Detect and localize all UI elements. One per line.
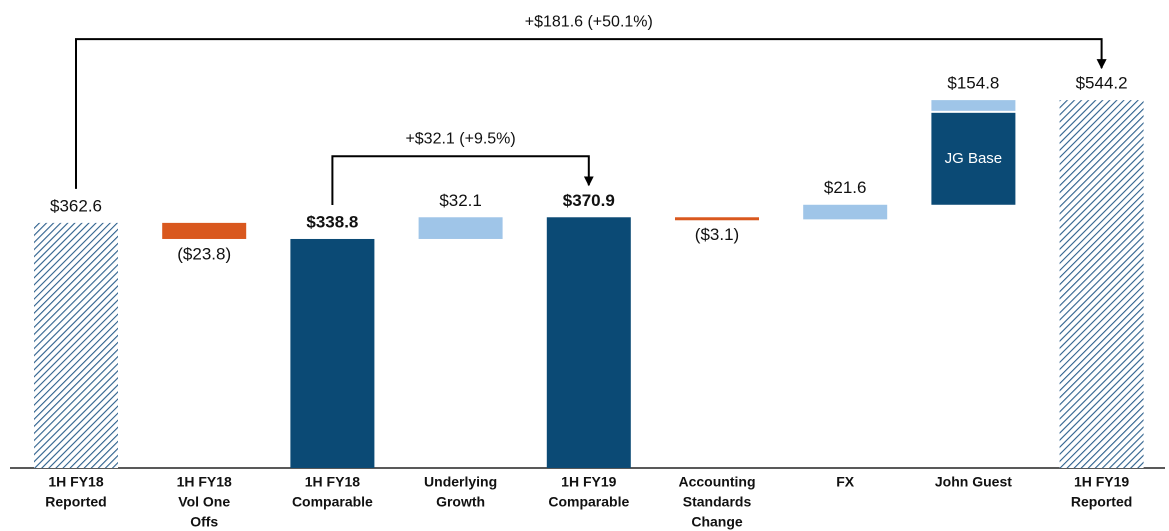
- x-tick-label: Reported: [1071, 494, 1132, 510]
- bar: [418, 217, 503, 239]
- bar: [1059, 100, 1144, 469]
- value-label: $370.9: [563, 191, 615, 210]
- x-tick-label: Standards: [683, 494, 752, 510]
- bracket-arrow: [75, 38, 1107, 189]
- value-label: $21.6: [824, 178, 867, 197]
- bracket-arrow: [331, 155, 594, 205]
- value-label: $362.6: [50, 196, 102, 215]
- x-tick-label: Offs: [190, 514, 218, 530]
- x-tick-label: 1H FY18: [48, 474, 103, 490]
- bar: [290, 238, 375, 468]
- x-tick-label: John Guest: [935, 474, 1012, 490]
- bar-segment: [931, 112, 1016, 205]
- x-tick-label: 1H FY19: [561, 474, 616, 490]
- value-label: $544.2: [1076, 74, 1128, 93]
- bar-segment: [931, 100, 1016, 111]
- x-tick-label: Change: [691, 514, 743, 530]
- x-tick-label: 1H FY18: [305, 474, 360, 490]
- segment-label: JG Base: [945, 150, 1003, 167]
- value-label: ($3.1): [695, 225, 739, 244]
- value-label: ($23.8): [177, 244, 231, 263]
- x-tick-label: 1H FY18: [177, 474, 232, 490]
- x-tick-label: Accounting: [679, 474, 756, 490]
- x-tick-label: 1H FY19: [1074, 474, 1129, 490]
- bar: [34, 222, 118, 468]
- bar: [546, 217, 631, 468]
- value-label: $32.1: [439, 191, 482, 210]
- x-tick-label: Comparable: [548, 494, 629, 510]
- annotation: +$32.1 (+9.5%): [405, 130, 515, 147]
- annotation: +$181.6 (+50.1%): [525, 13, 653, 30]
- value-label: $154.8: [947, 74, 999, 93]
- bar: [675, 217, 759, 221]
- x-tick-label: Comparable: [292, 494, 373, 510]
- x-tick-label: Underlying: [424, 474, 497, 490]
- bar: [162, 222, 247, 239]
- value-label: $338.8: [306, 212, 358, 231]
- x-tick-label: FX: [836, 474, 855, 490]
- x-tick-label: Vol One: [178, 494, 230, 510]
- x-tick-label: Growth: [436, 494, 485, 510]
- bar: [803, 204, 888, 220]
- x-tick-label: Reported: [45, 494, 106, 510]
